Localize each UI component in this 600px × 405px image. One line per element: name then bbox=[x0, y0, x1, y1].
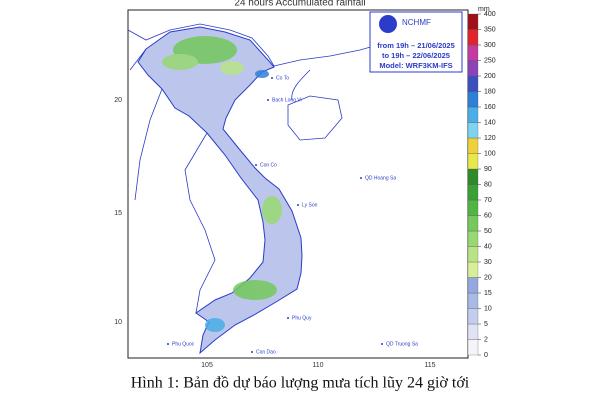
colorbar-label: 10 bbox=[484, 305, 492, 312]
place-dot bbox=[297, 204, 299, 206]
rain-area bbox=[262, 196, 282, 224]
colorbar-label: 2 bbox=[484, 336, 488, 343]
place-dot bbox=[167, 343, 169, 345]
place-dot bbox=[360, 177, 362, 179]
colorbar-segment bbox=[467, 215, 479, 232]
colorbar-segment bbox=[467, 168, 479, 185]
rain-areas bbox=[162, 36, 282, 332]
colorbar-label: 60 bbox=[484, 212, 492, 219]
rain-area bbox=[255, 70, 269, 78]
colorbar-segment bbox=[467, 246, 479, 263]
info-model: Model: WRF3KM-IFS bbox=[379, 61, 452, 70]
colorbar-label: 180 bbox=[484, 88, 496, 95]
hainan bbox=[287, 95, 343, 141]
lon-label: 115 bbox=[424, 362, 435, 369]
map-title: 24 hours Accumulated rainfall bbox=[234, 0, 365, 9]
colorbar-segment bbox=[467, 184, 479, 201]
place-dot bbox=[381, 343, 383, 345]
colorbar-label: 140 bbox=[484, 119, 496, 126]
rain-area bbox=[220, 61, 244, 75]
colorbar-segment bbox=[467, 137, 479, 154]
colorbar-label: 80 bbox=[484, 181, 492, 188]
place-dot bbox=[271, 77, 273, 79]
colorbar-label: 400 bbox=[484, 11, 496, 18]
place-label: Co To bbox=[276, 75, 289, 81]
colorbar-label: 100 bbox=[484, 150, 496, 157]
colorbar-label: 15 bbox=[484, 290, 492, 297]
borders bbox=[127, 19, 463, 314]
colorbar-segment bbox=[467, 106, 479, 123]
lon-label: 110 bbox=[312, 362, 323, 369]
colorbar-segment bbox=[467, 292, 479, 309]
colorbar-label: 350 bbox=[484, 26, 496, 33]
colorbar-segment bbox=[467, 75, 479, 92]
place-label: Phu Quy bbox=[292, 315, 312, 321]
info-from: from 19h – 21/06/2025 bbox=[377, 41, 455, 50]
place-label: Ly Son bbox=[302, 202, 318, 208]
lat-label: 10 bbox=[114, 319, 122, 326]
logo bbox=[379, 15, 397, 33]
place-label: Phu Quoc bbox=[172, 341, 195, 347]
colorbar-segment bbox=[467, 91, 479, 108]
colorbar-label: 200 bbox=[484, 73, 496, 80]
colorbar-label: 160 bbox=[484, 104, 496, 111]
colorbar-unit: mm bbox=[478, 6, 490, 13]
colorbar-segment bbox=[467, 29, 479, 46]
colorbar-label: 250 bbox=[484, 57, 496, 64]
place-label: Con Co bbox=[260, 162, 277, 168]
rain-area bbox=[205, 318, 225, 332]
lat-label: 15 bbox=[114, 210, 122, 217]
place-dot bbox=[255, 164, 257, 166]
place-label: QD Truong Sa bbox=[386, 341, 418, 347]
colorbar-label: 300 bbox=[484, 42, 496, 49]
info-to: to 19h – 22/06/2025 bbox=[382, 51, 450, 60]
colorbar-segment bbox=[467, 308, 479, 325]
colorbar-label: 70 bbox=[484, 197, 492, 204]
logo-text: NCHMF bbox=[402, 18, 431, 27]
caption: Hình 1: Bản đồ dự báo lượng mưa tích lũy… bbox=[131, 375, 470, 392]
colorbar-label: 0 bbox=[484, 352, 488, 359]
place-dot bbox=[267, 99, 269, 101]
rain-area bbox=[162, 54, 198, 70]
colorbar-segment bbox=[467, 122, 479, 139]
colorbar-segment bbox=[467, 60, 479, 77]
colorbar-segment bbox=[467, 261, 479, 278]
rain-area bbox=[233, 280, 277, 300]
lon-label: 105 bbox=[201, 362, 213, 369]
place-label: Bach Long Vi bbox=[272, 97, 302, 103]
lat-label: 20 bbox=[114, 97, 122, 104]
colorbar-segment bbox=[467, 44, 479, 61]
colorbar-label: 20 bbox=[484, 274, 492, 281]
colorbar-label: 120 bbox=[484, 135, 496, 142]
colorbar-segment bbox=[467, 153, 479, 170]
colorbar-label: 40 bbox=[484, 243, 492, 250]
place-label: QD Hoang Sa bbox=[365, 175, 396, 181]
colorbar-segment bbox=[467, 199, 479, 216]
colorbar-label: 5 bbox=[484, 321, 488, 328]
gulf-coast bbox=[291, 69, 311, 101]
colorbar-segment bbox=[467, 277, 479, 294]
colorbar-segment bbox=[467, 323, 479, 340]
colorbar-segment bbox=[467, 13, 479, 30]
colorbar-segment bbox=[467, 339, 479, 356]
place-dot bbox=[251, 351, 253, 353]
colorbar-label: 90 bbox=[484, 166, 492, 173]
place-dot bbox=[287, 317, 289, 319]
colorbar-segment bbox=[467, 230, 479, 247]
colorbar-label: 50 bbox=[484, 228, 492, 235]
place-label: Con Dao bbox=[256, 349, 276, 355]
colorbar-label: 30 bbox=[484, 259, 492, 266]
